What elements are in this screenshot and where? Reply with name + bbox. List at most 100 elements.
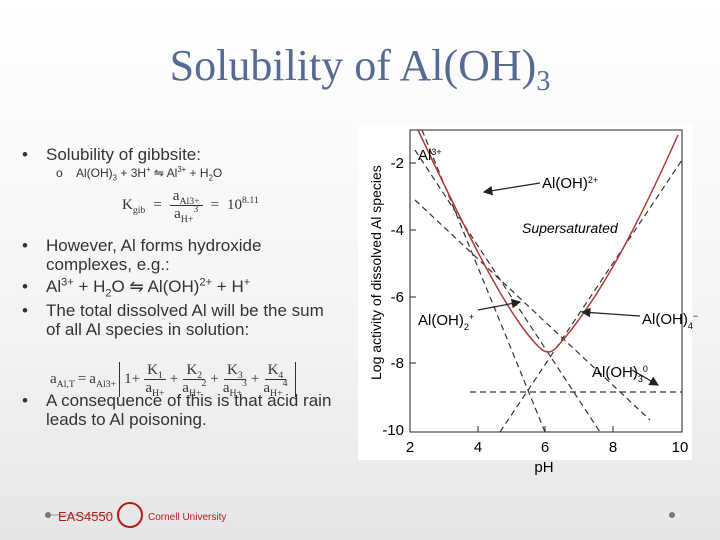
x-tick-label: 2 [406,439,414,456]
text-run: K [267,362,279,378]
footer: EAS4550 Cornell University [45,502,675,528]
text-run: The total dissolved Al will be the sum o… [46,301,324,339]
subscript: 3 [536,65,551,97]
equals: = [77,371,87,387]
text-run: a [50,371,57,387]
fraction: K3 aH+3 [222,362,247,399]
supscript: 0 [643,364,648,374]
bullet-mark: o [56,166,63,180]
rhs: 108.11 [227,196,259,214]
subscript: 2 [105,287,112,300]
text-run: Al(OH) [76,166,113,180]
text-run: a [89,371,96,387]
fraction: K2 aH+2 [182,362,207,399]
bullet-text: Al3+ + H2O ⇋ Al(OH)2+ + H+ [46,276,251,300]
text-run: a [222,380,230,396]
species-label: Al(OH)2+ [418,312,474,332]
subscript: 4 [688,321,693,331]
text-run: K [227,362,238,378]
x-tick-label: 10 [672,439,689,456]
bullet-mark: • [22,301,28,320]
supscript: 2+ [588,175,598,185]
bullet-mark: • [22,391,28,410]
subscript: H+ [270,388,283,399]
region-label: Supersaturated [522,220,619,236]
supscript: 3+ [177,165,187,174]
x-tick-label: 4 [474,439,482,456]
supscript: − [693,311,698,321]
supscript: 2 [201,378,207,389]
bullet: • However, Al forms hydroxide complexes, … [22,236,342,274]
y-tick-label: -10 [382,422,404,439]
plot-frame [409,129,683,433]
denominator: aH+3 [174,205,198,225]
text-run: Solubility of Al(OH) [169,41,537,90]
text-run: a [263,380,271,396]
subscript: gib [132,205,146,216]
text-run: O ⇋ Al(OH) [111,277,200,296]
numerator: K2 [183,362,206,381]
subscript: 2 [197,370,203,381]
numerator: K3 [224,362,246,380]
supscript: 4 [282,378,288,389]
bullet: • Al3+ + H2O ⇋ Al(OH)2+ + H+ [22,276,342,300]
subscript: Al3+ [179,196,200,207]
logo [117,502,143,528]
text-run: K [186,362,198,378]
plus: + [169,371,179,387]
bullet-text: A consequence of this is that acid rain … [46,391,342,429]
subscript: Al3+ [95,379,117,390]
bullet: • Solubility of gibbsite: [22,145,342,164]
text-run: + H [73,277,106,296]
equals: = [210,197,220,213]
text-run: A consequence of this is that acid rain … [46,391,332,429]
footer-dot [45,512,51,518]
text-run: a [172,188,180,204]
bullet-mark: • [22,277,28,296]
subscript: 3 [112,173,118,183]
bullet-text: The total dissolved Al will be the sum o… [46,301,342,339]
text-run: However, Al forms hydroxide complexes, e… [46,236,262,274]
total-solubility-curve [417,129,679,353]
text-run: a [174,206,181,222]
denominator: aH+3 [222,379,247,399]
species-label: Al(OH)30 [592,364,648,384]
text-run: Al(OH) [592,364,638,381]
text-run: + H [212,277,244,296]
denominator: aH+2 [182,378,207,399]
lhs: Kgib [122,197,146,216]
y-tick-label: -4 [391,222,404,239]
supscript: 3+ [431,147,441,157]
slide-title: Solubility of Al(OH)3 [0,40,720,95]
subscript: 3 [638,374,643,384]
subscript: 3 [237,370,243,381]
bullet: • A consequence of this is that acid rain… [22,391,342,429]
species-label: Al3+ [418,147,442,164]
sub-bullet: o Al(OH)3 + 3H+ ⇋ Al3+ + H2O [56,165,222,183]
text-run: ⇋ Al [150,166,178,180]
subscript: 2 [208,173,213,183]
subscript: H+ [188,388,202,399]
plus: + [131,371,141,387]
fraction: K4 aH+4 [263,362,288,399]
subscript: H+ [180,214,194,225]
subscript: 2 [464,322,469,332]
text-run: a [182,380,189,396]
species-label: Al(OH)4− [642,311,698,331]
subscript: H+ [151,388,165,399]
numerator: K4 [264,362,287,380]
subscript: H+ [229,388,243,399]
university: Cornell University [148,512,226,523]
one: 1 [124,371,132,387]
text-run: 10 [227,197,243,213]
bullet-text: Solubility of gibbsite: [46,145,201,164]
supscript: + [243,276,251,289]
y-tick-label: -6 [391,289,404,306]
figure-labels: Log activity of dissolved Al species pH -2… [368,147,698,476]
x-tick-label: 6 [541,439,549,456]
lhs: aAl,T [50,371,75,389]
text-run: a [145,380,152,396]
equation: aAl,T = aAl3+ 1 + K1 aH+ + K2 aH+2 + K3 aH+3 + K4 aH+4 [50,362,299,399]
